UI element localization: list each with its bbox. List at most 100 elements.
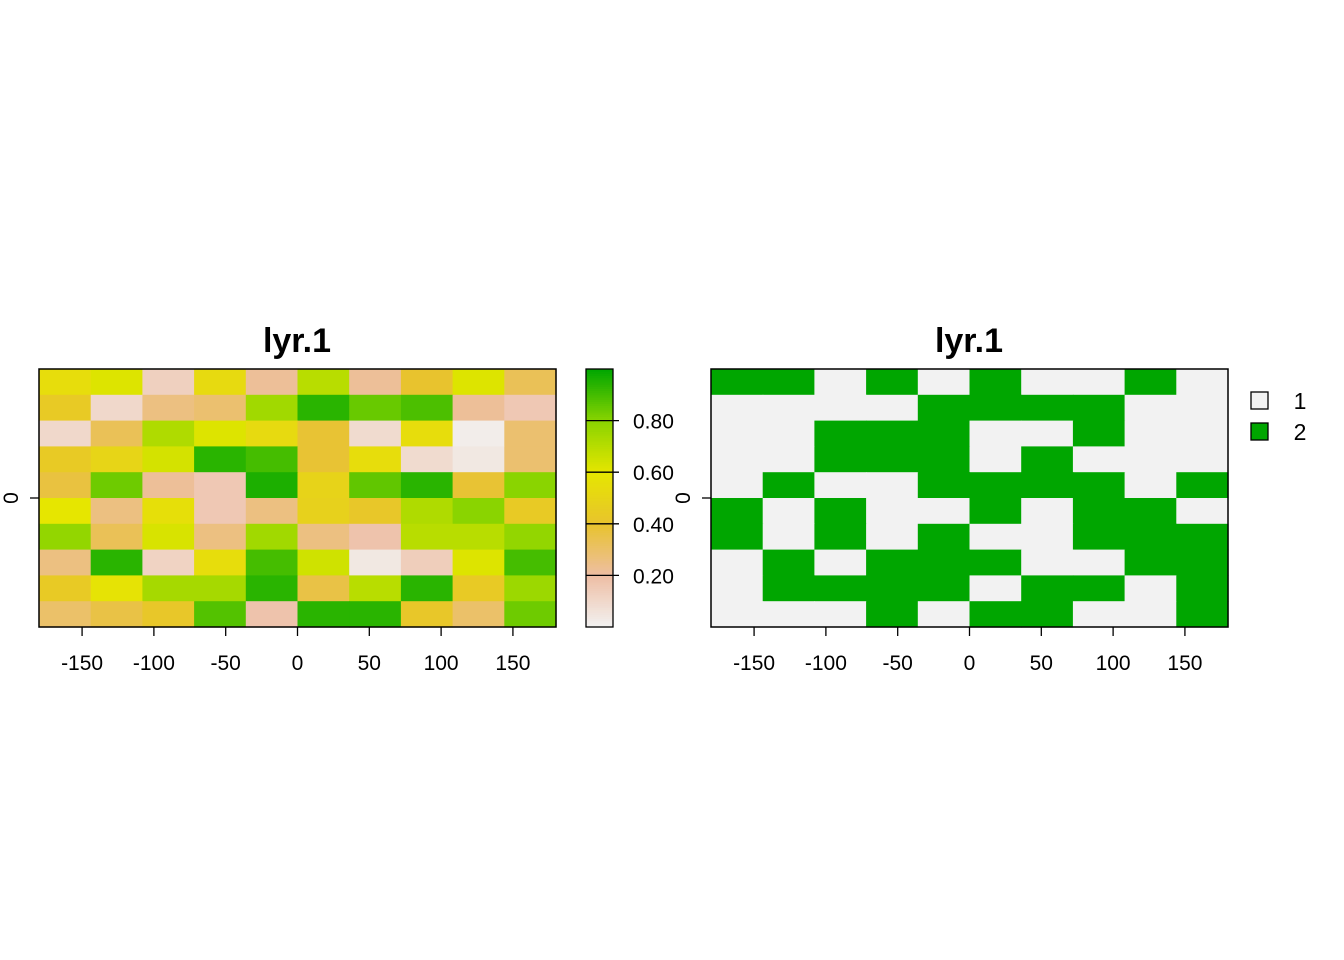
raster-cell bbox=[711, 498, 764, 525]
colorbar-segment bbox=[586, 500, 613, 503]
raster-cell bbox=[245, 394, 299, 422]
raster-cell bbox=[400, 498, 454, 525]
raster-cell bbox=[1072, 446, 1126, 473]
raster-cell bbox=[762, 369, 815, 396]
colorbar-segment bbox=[586, 592, 613, 596]
raster-cell bbox=[245, 369, 299, 396]
raster-cell bbox=[245, 472, 299, 499]
raster-cell bbox=[1124, 601, 1177, 628]
raster-cell bbox=[1021, 446, 1074, 473]
colorbar-segment bbox=[586, 586, 613, 589]
raster-cell bbox=[711, 523, 764, 551]
colorbar-segment bbox=[586, 375, 613, 379]
raster-cell bbox=[762, 523, 815, 551]
raster-cell bbox=[1176, 420, 1229, 447]
colorbar-segment bbox=[586, 562, 613, 566]
raster-cell bbox=[1124, 575, 1177, 602]
x-tick-label: -150 bbox=[733, 652, 775, 675]
raster-cell bbox=[452, 549, 505, 576]
raster-cell bbox=[297, 601, 350, 628]
raster-cell bbox=[866, 420, 919, 447]
colorbar-segment bbox=[586, 519, 613, 523]
raster-cell bbox=[917, 601, 971, 628]
colorbar-segment bbox=[586, 528, 613, 531]
raster-cell bbox=[194, 420, 247, 447]
raster-cell bbox=[142, 369, 195, 396]
colorbar-segment bbox=[586, 377, 613, 381]
raster-cell bbox=[39, 472, 92, 499]
colorbar-segment bbox=[586, 463, 613, 467]
x-tick-label: 150 bbox=[495, 652, 530, 675]
raster-cell bbox=[1176, 446, 1229, 473]
raster-cell bbox=[504, 523, 557, 551]
colorbar-segment bbox=[586, 577, 613, 581]
colorbar-segment bbox=[586, 504, 613, 508]
colorbar-segment bbox=[586, 384, 613, 387]
raster-cell bbox=[1021, 498, 1074, 525]
colorbar-segment bbox=[586, 386, 613, 389]
colorbar-segment bbox=[586, 532, 613, 536]
colorbar-segment bbox=[586, 392, 613, 396]
colorbar-segment bbox=[586, 465, 613, 469]
raster-cell bbox=[1176, 369, 1229, 396]
colorbar-segment bbox=[586, 573, 613, 576]
colorbar-segment bbox=[586, 401, 613, 404]
raster-cell bbox=[711, 369, 764, 396]
raster-cell bbox=[762, 420, 815, 447]
raster-cell bbox=[452, 472, 505, 499]
raster-cell bbox=[452, 575, 505, 602]
colorbar-segment bbox=[586, 474, 613, 478]
raster-cell bbox=[1176, 498, 1229, 525]
raster-cell bbox=[969, 472, 1022, 499]
x-tick-label: 50 bbox=[358, 652, 381, 675]
raster-cell bbox=[1124, 394, 1177, 422]
legend-swatch bbox=[1250, 391, 1269, 410]
raster-cell bbox=[245, 575, 299, 602]
colorbar-frame bbox=[585, 368, 614, 628]
raster-cell bbox=[39, 498, 92, 525]
colorbar-tick-label: 0.40 bbox=[633, 514, 674, 537]
colorbar-segment bbox=[586, 427, 613, 430]
raster-cell bbox=[1176, 523, 1229, 551]
raster-cell bbox=[452, 394, 505, 422]
raster-cell bbox=[245, 601, 299, 628]
raster-cell bbox=[814, 472, 867, 499]
raster-cell bbox=[917, 369, 971, 396]
colorbar-segment bbox=[586, 390, 613, 394]
colorbar-segment bbox=[586, 435, 613, 439]
raster-cell bbox=[39, 601, 92, 628]
colorbar-segment bbox=[586, 603, 613, 607]
colorbar-segment bbox=[586, 575, 613, 579]
colorbar-segment bbox=[586, 424, 613, 428]
raster-cell bbox=[297, 446, 350, 473]
raster-cell bbox=[452, 446, 505, 473]
colorbar-segment bbox=[586, 470, 613, 473]
raster-cell bbox=[400, 601, 454, 628]
raster-cell bbox=[194, 549, 247, 576]
raster-cell bbox=[1021, 420, 1074, 447]
raster-cell bbox=[711, 420, 764, 447]
raster-cell bbox=[711, 575, 764, 602]
raster-cell bbox=[142, 472, 195, 499]
raster-cell bbox=[504, 446, 557, 473]
raster-cell bbox=[297, 369, 350, 396]
x-tick-label: -150 bbox=[61, 652, 103, 675]
colorbar-segment bbox=[586, 439, 613, 443]
colorbar-segment bbox=[586, 551, 613, 555]
raster-cell bbox=[814, 498, 867, 525]
colorbar-segment bbox=[586, 609, 613, 613]
colorbar-segment bbox=[586, 431, 613, 435]
raster-cell bbox=[297, 498, 350, 525]
colorbar-segment bbox=[586, 418, 613, 422]
colorbar-tick-label: 0.80 bbox=[633, 411, 674, 434]
colorbar-segment bbox=[586, 517, 613, 521]
raster-cell bbox=[1072, 601, 1126, 628]
raster-cell bbox=[1072, 472, 1126, 499]
colorbar-segment bbox=[586, 444, 613, 447]
raster-cell bbox=[349, 446, 402, 473]
colorbar-segment bbox=[586, 560, 613, 564]
raster-cell bbox=[142, 601, 195, 628]
colorbar-segment bbox=[586, 379, 613, 383]
raster-cell bbox=[39, 575, 92, 602]
